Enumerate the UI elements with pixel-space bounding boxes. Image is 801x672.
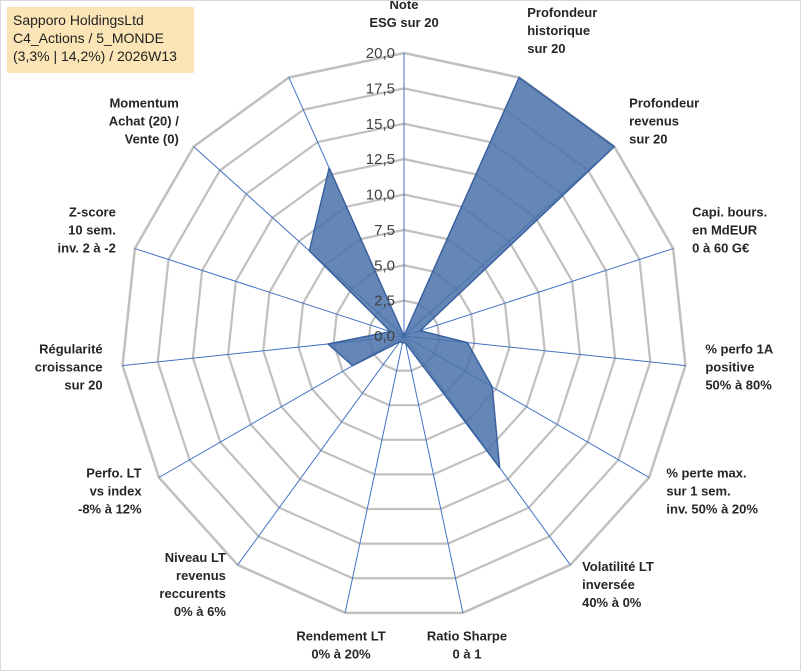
axis-label-12: Z-score 10 sem. inv. 2 à -2 — [58, 204, 116, 255]
axis-label-7-line-0: Ratio Sharpe — [427, 628, 507, 643]
tick-label-3: 7,5 — [374, 222, 395, 239]
axis-label-2-line-2: sur 20 — [629, 131, 667, 146]
grid-ring-1 — [367, 299, 441, 372]
axis-label-4-line-2: 50% à 80% — [705, 378, 772, 393]
axis-label-8-line-1: 0% à 20% — [311, 646, 371, 661]
axis-label-10: Perfo. LT vs index -8% à 12% — [78, 466, 142, 517]
axis-label-13-line-2: Vente (0) — [125, 131, 179, 146]
axis-spoke-8 — [344, 335, 405, 613]
axis-labels: Note ESG sur 20 Profondeur historique sur 20… — [35, 1, 774, 661]
chart-title-box: Sapporo HoldingsLtd C4_Actions / 5_MONDE… — [7, 7, 194, 73]
axis-label-4-line-0: % perfo 1A — [705, 342, 774, 357]
axis-spoke-3 — [403, 248, 674, 337]
grid-ring-7 — [156, 87, 652, 580]
axis-label-11-line-2: sur 20 — [64, 378, 102, 393]
axis-label-1-line-0: Profondeur — [527, 5, 597, 20]
axis-label-7: Ratio Sharpe 0 à 1 — [427, 628, 507, 661]
tick-labels: 0,0 2,5 5,0 7,5 10,0 12,5 15,0 17,5 20,0 — [366, 45, 395, 345]
grid-ring-6 — [191, 122, 617, 545]
series-polygon — [308, 76, 616, 469]
axis-label-6-line-1: inversée — [582, 577, 635, 592]
axis-label-6-line-0: Volatilité LT — [582, 559, 654, 574]
axis-label-13-line-1: Achat (20) / — [109, 113, 179, 128]
axis-label-9-line-2: reccurents — [159, 586, 225, 601]
axis-label-13-line-0: Momentum — [109, 95, 178, 110]
axis-label-0: Note ESG sur 20 — [369, 1, 438, 30]
chart-title-line-1: Sapporo HoldingsLtd — [13, 12, 144, 28]
axis-label-11-line-0: Régularité — [39, 342, 103, 357]
axis-label-5: % perte max. sur 1 sem. inv. 50% à 20% — [666, 466, 758, 517]
grid-ring-8 — [121, 51, 687, 615]
axis-label-1: Profondeur historique sur 20 — [527, 5, 597, 56]
grid-ring-5 — [226, 158, 582, 511]
tick-label-6: 15,0 — [366, 116, 395, 133]
axis-label-2-line-1: revenus — [629, 113, 679, 128]
axis-spoke-7 — [403, 335, 464, 613]
axis-label-6-line-2: 40% à 0% — [582, 595, 642, 610]
grid-ring-3 — [297, 228, 511, 441]
axis-label-3-line-2: 0 à 60 G€ — [692, 240, 749, 255]
axis-label-11-line-1: croissance — [35, 360, 103, 375]
tick-label-0: 0,0 — [374, 328, 395, 345]
axis-label-4: % perfo 1A positive 50% à 80% — [705, 342, 774, 393]
axis-label-10-line-0: Perfo. LT — [86, 466, 141, 481]
axis-label-3-line-1: en MdEUR — [692, 222, 758, 237]
axis-label-10-line-1: vs index — [90, 484, 143, 499]
tick-label-4: 10,0 — [366, 187, 395, 204]
chart-title-line-2: C4_Actions / 5_MONDE — [13, 30, 164, 46]
axis-label-0-line-0: Note — [390, 1, 419, 12]
axis-label-8-line-0: Rendement LT — [296, 628, 385, 643]
axis-label-9-line-0: Niveau LT — [165, 550, 226, 565]
axis-label-3-line-0: Capi. bours. — [692, 204, 767, 219]
axis-label-3: Capi. bours. en MdEUR 0 à 60 G€ — [692, 204, 767, 255]
axis-label-2-line-0: Profondeur — [629, 95, 699, 110]
tick-label-8: 20,0 — [366, 45, 395, 62]
axis-label-1-line-1: historique — [527, 23, 590, 38]
axis-spoke-12 — [134, 248, 405, 337]
grid-ring-4 — [262, 193, 546, 476]
tick-label-2: 5,0 — [374, 257, 395, 274]
axis-spoke-9 — [237, 335, 405, 566]
axis-label-0-line-1: ESG sur 20 — [369, 15, 438, 30]
axis-label-9-line-3: 0% à 6% — [174, 604, 226, 619]
tick-label-7: 17,5 — [366, 80, 395, 97]
axis-label-4-line-1: positive — [705, 360, 754, 375]
axis-label-1-line-2: sur 20 — [527, 41, 565, 56]
axis-label-6: Volatilité LT inversée 40% à 0% — [582, 559, 654, 610]
axis-label-5-line-0: % perte max. — [666, 466, 746, 481]
series-area — [308, 76, 616, 469]
axis-label-12-line-0: Z-score — [69, 204, 116, 219]
axis-label-13: Momentum Achat (20) / Vente (0) — [109, 95, 179, 146]
tick-label-1: 2,5 — [374, 293, 395, 310]
axis-label-9-line-1: revenus — [176, 568, 226, 583]
grid-ring-2 — [332, 264, 476, 407]
grid-rings — [121, 51, 687, 615]
axis-label-11: Régularité croissance sur 20 — [35, 342, 103, 393]
axis-label-7-line-1: 0 à 1 — [453, 646, 482, 661]
axis-label-5-line-2: inv. 50% à 20% — [666, 502, 758, 517]
axis-label-9: Niveau LT revenus reccurents 0% à 6% — [159, 550, 226, 619]
axis-label-5-line-1: sur 1 sem. — [666, 484, 730, 499]
axis-label-2: Profondeur revenus sur 20 — [629, 95, 699, 146]
axis-label-8: Rendement LT 0% à 20% — [296, 628, 385, 661]
chart-title-line-3: (3,3% | 14,2%) / 2026W13 — [13, 48, 177, 64]
axis-label-12-line-2: inv. 2 à -2 — [58, 240, 116, 255]
tick-label-5: 12,5 — [366, 151, 395, 168]
axis-label-12-line-1: 10 sem. — [68, 222, 116, 237]
axis-label-10-line-2: -8% à 12% — [78, 502, 142, 517]
